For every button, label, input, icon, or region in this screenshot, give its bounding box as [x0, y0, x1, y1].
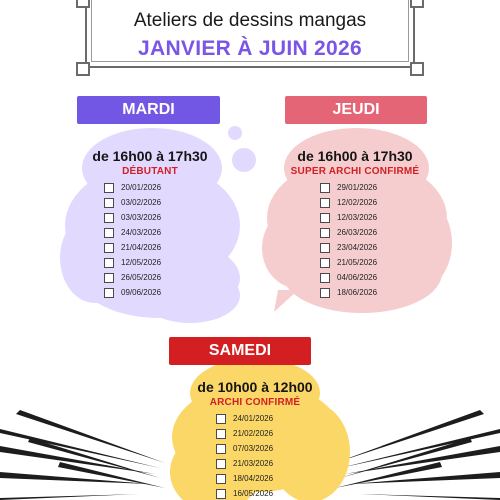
session-level: ARCHI CONFIRMÉ	[209, 397, 301, 408]
page-title: Ateliers de dessins mangas	[133, 10, 367, 31]
checkbox-icon[interactable]	[320, 197, 330, 208]
list-item: 21/02/2026	[216, 426, 273, 441]
checkbox-icon[interactable]	[104, 227, 114, 238]
list-item: 20/01/2026	[104, 180, 161, 195]
thought-bubble-icon	[60, 118, 245, 333]
frame-corner	[76, 0, 90, 8]
session-date: 24/01/2026	[233, 414, 274, 423]
list-item: 09/06/2026	[104, 285, 161, 300]
checkbox-icon[interactable]	[320, 227, 330, 238]
session-level: DÉBUTANT	[122, 166, 178, 177]
list-item: 21/03/2026	[216, 456, 273, 471]
list-item: 04/06/2026	[320, 270, 377, 285]
session-date: 12/05/2026	[121, 258, 162, 267]
session-date: 26/03/2026	[337, 228, 378, 237]
session-date: 12/03/2026	[337, 213, 378, 222]
day-label-samedi: SAMEDI	[169, 337, 311, 365]
list-item: 24/03/2026	[104, 225, 161, 240]
checkbox-icon[interactable]	[216, 458, 226, 469]
session-date: 21/04/2026	[121, 243, 162, 252]
session-date: 09/06/2026	[121, 288, 162, 297]
checkbox-icon[interactable]	[104, 242, 114, 253]
list-item: 23/04/2026	[320, 240, 377, 255]
session-time: de 16h00 à 17h30	[92, 148, 208, 164]
checkbox-icon[interactable]	[320, 212, 330, 223]
list-item: 18/04/2026	[216, 471, 273, 486]
checkbox-icon[interactable]	[104, 182, 114, 193]
session-time: de 16h00 à 17h30	[297, 148, 413, 164]
date-list-mardi: 20/01/2026 03/02/2026 03/03/2026 24/03/2…	[104, 180, 161, 300]
list-item: 12/03/2026	[320, 210, 377, 225]
session-date: 21/02/2026	[233, 429, 274, 438]
checkbox-icon[interactable]	[320, 272, 330, 283]
checkbox-icon[interactable]	[320, 242, 330, 253]
thought-bubble-icon	[262, 118, 452, 318]
frame-corner	[76, 62, 90, 76]
list-item: 12/02/2026	[320, 195, 377, 210]
checkbox-icon[interactable]	[216, 488, 226, 499]
manga-speed-lines-icon	[0, 410, 500, 500]
session-date: 21/05/2026	[337, 258, 378, 267]
session-date: 03/03/2026	[121, 213, 162, 222]
frame-corner	[410, 0, 424, 8]
session-time: de 10h00 à 12h00	[197, 379, 313, 395]
page-subtitle: JANVIER À JUIN 2026	[138, 37, 362, 60]
checkbox-icon[interactable]	[104, 197, 114, 208]
speech-tail-icon	[274, 290, 298, 312]
date-list-samedi: 24/01/2026 21/02/2026 07/03/2026 21/03/2…	[216, 411, 273, 500]
session-date: 16/05/2026	[233, 489, 274, 498]
checkbox-icon[interactable]	[104, 257, 114, 268]
session-date: 26/05/2026	[121, 273, 162, 282]
list-item: 21/04/2026	[104, 240, 161, 255]
list-item: 21/05/2026	[320, 255, 377, 270]
list-item: 07/03/2026	[216, 441, 273, 456]
list-item: 03/02/2026	[104, 195, 161, 210]
session-date: 21/03/2026	[233, 459, 274, 468]
checkbox-icon[interactable]	[104, 287, 114, 298]
checkbox-icon[interactable]	[320, 257, 330, 268]
day-label-mardi: MARDI	[77, 96, 220, 124]
checkbox-icon[interactable]	[216, 443, 226, 454]
thought-bubble-dot	[228, 126, 242, 140]
checkbox-icon[interactable]	[104, 212, 114, 223]
checkbox-icon[interactable]	[216, 473, 226, 484]
header-frame	[85, 0, 415, 68]
list-item: 26/03/2026	[320, 225, 377, 240]
session-date: 29/01/2026	[337, 183, 378, 192]
list-item: 18/06/2026	[320, 285, 377, 300]
list-item: 29/01/2026	[320, 180, 377, 195]
list-item: 16/05/2026	[216, 486, 273, 500]
frame-corner	[410, 62, 424, 76]
list-item: 26/05/2026	[104, 270, 161, 285]
checkbox-icon[interactable]	[320, 287, 330, 298]
session-date: 03/02/2026	[121, 198, 162, 207]
session-date: 24/03/2026	[121, 228, 162, 237]
checkbox-icon[interactable]	[104, 272, 114, 283]
session-date: 23/04/2026	[337, 243, 378, 252]
date-list-jeudi: 29/01/2026 12/02/2026 12/03/2026 26/03/2…	[320, 180, 377, 300]
thought-bubble-dot	[232, 148, 256, 172]
thought-bubble-icon	[170, 352, 350, 500]
checkbox-icon[interactable]	[216, 413, 226, 424]
list-item: 03/03/2026	[104, 210, 161, 225]
session-level: SUPER ARCHI CONFIRMÉ	[290, 166, 420, 177]
session-date: 18/04/2026	[233, 474, 274, 483]
list-item: 12/05/2026	[104, 255, 161, 270]
day-label-jeudi: JEUDI	[285, 96, 427, 124]
session-date: 07/03/2026	[233, 444, 274, 453]
session-date: 18/06/2026	[337, 288, 378, 297]
list-item: 24/01/2026	[216, 411, 273, 426]
session-date: 04/06/2026	[337, 273, 378, 282]
checkbox-icon[interactable]	[320, 182, 330, 193]
session-date: 20/01/2026	[121, 183, 162, 192]
session-date: 12/02/2026	[337, 198, 378, 207]
checkbox-icon[interactable]	[216, 428, 226, 439]
